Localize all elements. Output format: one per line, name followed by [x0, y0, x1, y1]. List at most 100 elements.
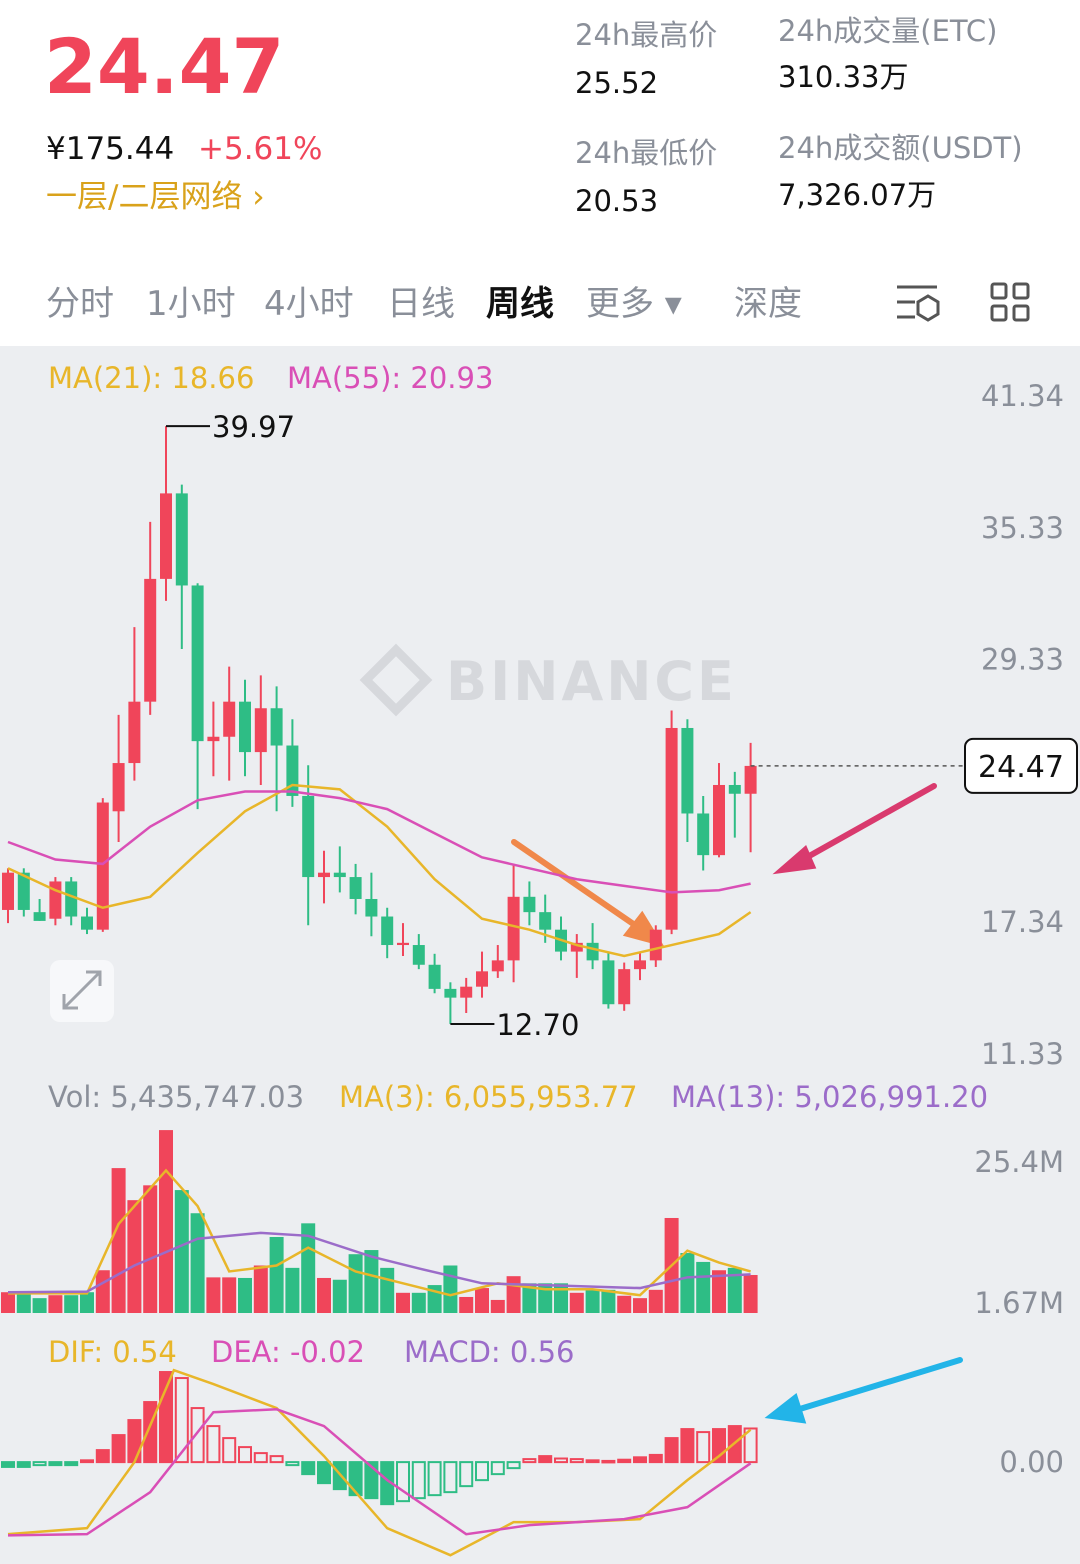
- ma-line: [7, 790, 751, 894]
- volume-bar: [727, 1267, 742, 1313]
- macd-bar: [664, 1437, 679, 1464]
- indicator-label: MA(55): 20.93: [287, 361, 493, 395]
- macd-bar: [111, 1434, 126, 1464]
- candle-body: [333, 872, 346, 878]
- macd-bar: [174, 1377, 189, 1464]
- volume-bar: [411, 1292, 426, 1313]
- volume-bar: [443, 1265, 458, 1313]
- volume-bar: [206, 1277, 221, 1313]
- stat-label: 24h成交额(USDT): [778, 131, 1023, 165]
- y-tick-label: 11.33: [981, 1037, 1064, 1071]
- candle-body: [507, 896, 520, 961]
- macd-bar: [617, 1458, 632, 1464]
- tab[interactable]: 深度: [734, 284, 802, 324]
- candle-body: [397, 942, 409, 946]
- network-link[interactable]: 一层/二层网络 ›: [46, 179, 265, 215]
- volume-bar: [569, 1292, 584, 1313]
- macd-bar: [348, 1461, 363, 1497]
- candle-body: [81, 916, 93, 930]
- candle-body: [586, 942, 599, 961]
- indicator-icon[interactable]: [897, 285, 940, 322]
- layout-icon[interactable]: [990, 282, 1030, 322]
- ma-line: [7, 783, 752, 958]
- macd-bar: [206, 1425, 221, 1464]
- change: +5.61%: [198, 131, 322, 167]
- macd-bar: [317, 1461, 331, 1485]
- volume-bar: [680, 1253, 695, 1313]
- volume-bar: [48, 1295, 63, 1313]
- volume-bar: [348, 1254, 363, 1313]
- candle-body: [444, 988, 457, 998]
- tab[interactable]: 日线: [387, 284, 455, 324]
- volume-bar: [475, 1288, 489, 1313]
- tab[interactable]: 周线: [486, 284, 554, 324]
- candle-body: [112, 763, 125, 812]
- tab[interactable]: 更多 ▾: [586, 284, 682, 324]
- volume-bar: [174, 1190, 189, 1313]
- macd-bar: [680, 1428, 695, 1464]
- macd-bar: [522, 1458, 537, 1464]
- volume-bar: [332, 1279, 347, 1313]
- stat-value: 7,326.07万: [778, 178, 936, 212]
- candle-body: [381, 916, 394, 946]
- macd-bar: [411, 1461, 426, 1500]
- candle-body: [286, 745, 299, 796]
- volume-bar: [506, 1276, 521, 1313]
- y-tick-label: 1.67M: [974, 1286, 1064, 1320]
- candle-body: [65, 881, 78, 917]
- volume-ma-line: [7, 1231, 751, 1294]
- candle-body: [602, 960, 615, 1005]
- candle-body: [460, 986, 473, 998]
- volume-bar: [554, 1283, 568, 1313]
- volume-bar: [238, 1277, 252, 1313]
- indicator-label: Vol: 5,435,747.03: [48, 1080, 304, 1114]
- stat-label: 24h成交量(ETC): [778, 14, 998, 48]
- indicator-label: MACD: 0.56: [404, 1335, 575, 1369]
- volume-bar: [1, 1292, 15, 1313]
- macd-bar: [190, 1407, 205, 1464]
- cny-price: ¥175.44: [46, 131, 174, 167]
- candle-body: [270, 708, 283, 746]
- last-price-label: 24.47: [978, 750, 1064, 785]
- candle-body: [634, 960, 646, 970]
- volume-bar: [712, 1270, 726, 1313]
- volume-bar: [95, 1270, 110, 1313]
- candle-body: [649, 929, 662, 961]
- tab[interactable]: 1小时: [146, 284, 236, 324]
- candle-body: [665, 727, 678, 930]
- volume-bar: [648, 1289, 663, 1313]
- macd-bar: [253, 1452, 268, 1464]
- macd-bar: [633, 1456, 647, 1464]
- volume-bar: [285, 1267, 300, 1313]
- volume-bar: [317, 1277, 331, 1313]
- candle-body: [428, 964, 441, 989]
- volume-bar: [490, 1299, 505, 1313]
- macd-bar: [601, 1459, 616, 1464]
- macd-bar: [95, 1449, 110, 1464]
- macd-bar: [648, 1453, 663, 1464]
- candle-body: [697, 813, 710, 856]
- tab[interactable]: 分时: [46, 284, 114, 324]
- high-label: 39.97: [212, 410, 295, 444]
- volume-bar: [459, 1296, 474, 1313]
- stat-value: 20.53: [575, 184, 658, 218]
- candle-body: [207, 736, 220, 742]
- candle-body: [128, 701, 141, 764]
- y-tick-label: 17.34: [981, 905, 1064, 939]
- candle-body: [175, 493, 188, 586]
- indicator-label: DEA: -0.02: [211, 1335, 365, 1369]
- macd-bar: [64, 1461, 79, 1467]
- volume-bar: [301, 1223, 316, 1313]
- volume-bar: [127, 1200, 142, 1313]
- macd-bar: [427, 1461, 442, 1497]
- macd-line: [7, 1368, 752, 1557]
- y-tick-label: 41.34: [981, 379, 1064, 413]
- volume-bar: [743, 1274, 758, 1313]
- stat-value: 25.52: [575, 66, 658, 100]
- candle-body: [96, 802, 109, 930]
- expand-icon: [62, 970, 102, 1010]
- macd-bar: [269, 1455, 284, 1464]
- tab[interactable]: 4小时: [264, 284, 354, 324]
